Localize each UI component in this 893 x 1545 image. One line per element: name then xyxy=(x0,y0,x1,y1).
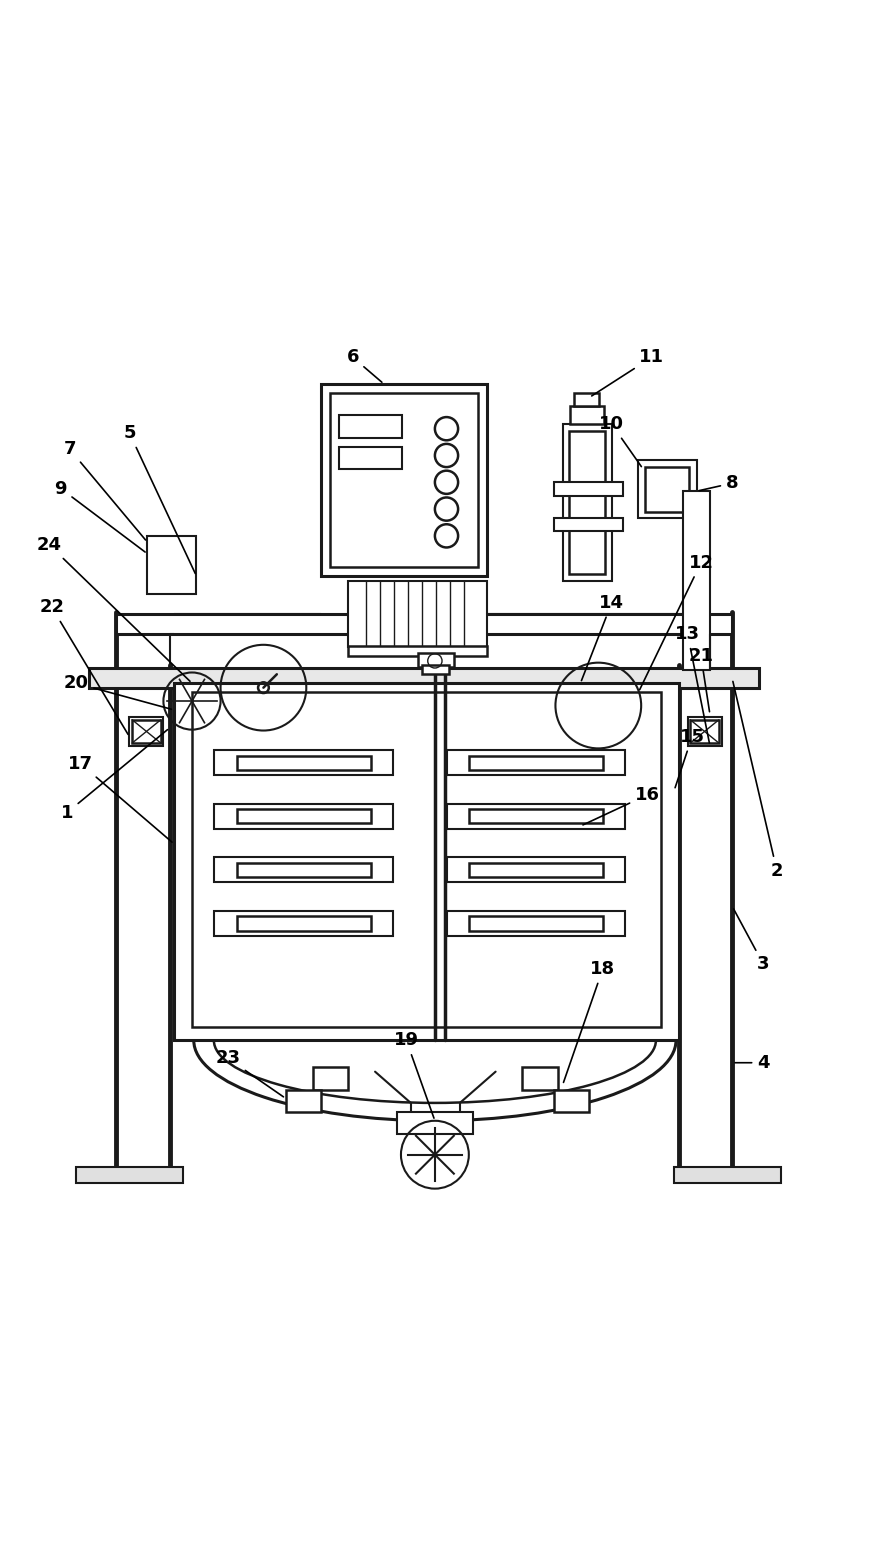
Bar xyxy=(214,803,393,828)
Bar xyxy=(446,751,625,776)
Text: 7: 7 xyxy=(63,440,146,539)
Text: 20: 20 xyxy=(63,674,171,709)
Bar xyxy=(132,720,161,743)
Bar xyxy=(348,646,487,657)
Text: 13: 13 xyxy=(675,626,709,743)
Text: 19: 19 xyxy=(394,1032,434,1119)
Text: 11: 11 xyxy=(592,348,664,396)
Bar xyxy=(469,916,603,930)
Text: 9: 9 xyxy=(54,479,146,552)
Bar xyxy=(446,857,625,882)
Bar xyxy=(422,666,449,674)
Text: 3: 3 xyxy=(733,908,770,973)
Bar xyxy=(469,756,603,769)
Bar xyxy=(237,916,371,930)
Text: 6: 6 xyxy=(346,348,382,382)
Bar xyxy=(554,518,623,531)
Bar xyxy=(574,392,599,406)
Bar xyxy=(330,392,478,567)
Bar xyxy=(645,467,689,511)
Bar xyxy=(214,857,393,882)
Bar xyxy=(554,482,623,496)
Bar xyxy=(321,385,487,576)
Bar xyxy=(129,717,163,746)
Text: 23: 23 xyxy=(215,1049,283,1097)
Bar xyxy=(116,615,732,633)
Text: 22: 22 xyxy=(39,598,128,734)
Text: 24: 24 xyxy=(37,536,190,681)
Bar xyxy=(348,581,487,647)
Bar xyxy=(522,1068,558,1089)
Text: 2: 2 xyxy=(733,681,783,879)
Bar xyxy=(563,425,612,581)
Bar xyxy=(76,1166,183,1183)
Bar xyxy=(237,862,371,878)
Bar xyxy=(89,667,759,688)
Bar xyxy=(339,416,402,437)
Bar xyxy=(690,720,719,743)
Bar xyxy=(469,862,603,878)
Bar xyxy=(688,717,722,746)
Text: 5: 5 xyxy=(123,425,196,573)
Bar xyxy=(286,1089,321,1112)
Bar xyxy=(674,1166,781,1183)
Bar xyxy=(554,1089,589,1112)
Bar xyxy=(339,447,402,468)
Text: 21: 21 xyxy=(689,647,714,712)
Bar xyxy=(397,1112,473,1134)
Bar xyxy=(569,431,605,575)
Bar xyxy=(237,810,371,823)
Text: 10: 10 xyxy=(599,416,641,467)
Text: 18: 18 xyxy=(563,959,615,1083)
Bar xyxy=(237,756,371,769)
Bar xyxy=(683,491,710,671)
Bar xyxy=(174,683,679,1040)
Text: 12: 12 xyxy=(639,553,714,689)
Bar xyxy=(469,810,603,823)
Text: 16: 16 xyxy=(583,786,660,825)
Bar xyxy=(570,406,604,425)
Text: 17: 17 xyxy=(68,754,172,842)
Bar xyxy=(214,751,393,776)
Bar xyxy=(638,460,697,518)
Text: 15: 15 xyxy=(675,728,705,788)
Bar xyxy=(214,912,393,936)
Bar xyxy=(418,654,454,667)
Text: 8: 8 xyxy=(699,474,739,493)
Bar xyxy=(446,803,625,828)
Bar xyxy=(313,1068,348,1089)
Text: 14: 14 xyxy=(581,593,624,681)
Text: 4: 4 xyxy=(735,1054,770,1072)
Bar xyxy=(446,912,625,936)
Bar xyxy=(192,692,661,1027)
Text: 1: 1 xyxy=(61,729,168,822)
Bar xyxy=(147,536,196,593)
